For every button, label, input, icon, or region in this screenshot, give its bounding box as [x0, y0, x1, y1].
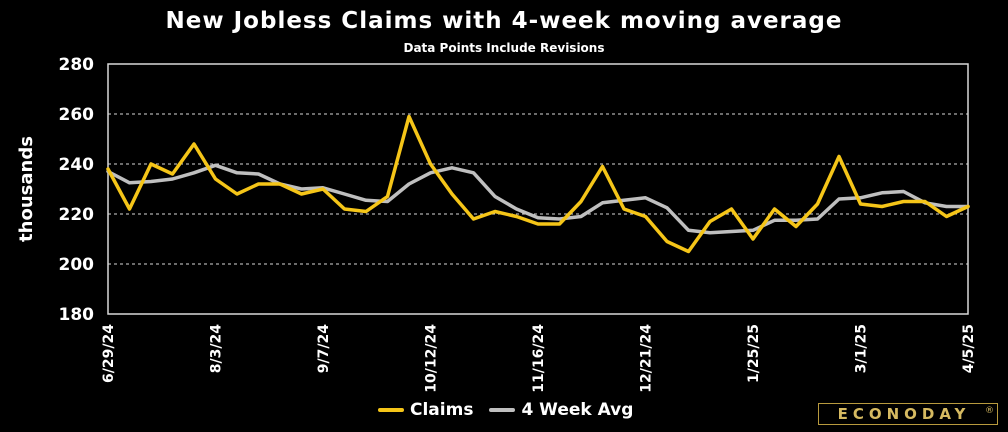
- y-tick-label: 180: [59, 305, 95, 325]
- series-line-4-week-avg: [106, 163, 970, 235]
- x-tick-label: 10/12/24: [424, 324, 440, 393]
- x-tick-label: 8/3/24: [209, 324, 225, 373]
- x-tick-label: 9/7/24: [316, 324, 332, 373]
- x-tick-label: 6/29/24: [101, 324, 117, 383]
- legend-item-claims[interactable]: Claims: [378, 400, 473, 420]
- x-tick-labels: 6/29/24 8/3/24 9/7/24 10/12/24 11/16/24 12/21…: [101, 324, 977, 393]
- logo-text: ECONODAY: [837, 405, 971, 423]
- econoday-logo: ECONODAY ®: [818, 403, 998, 425]
- x-tick-label: 3/1/25: [854, 324, 870, 373]
- y-tick-label: 260: [59, 105, 95, 125]
- series-layer: [106, 114, 970, 254]
- y-axis-label: thousands: [16, 136, 37, 242]
- y-tick-label: 240: [59, 155, 95, 175]
- legend-item-avg[interactable]: 4 Week Avg: [489, 400, 633, 420]
- legend-swatch-avg: [489, 408, 516, 412]
- x-tick-label: 4/5/25: [961, 324, 977, 373]
- legend-label-avg: 4 Week Avg: [521, 400, 634, 420]
- grid-lines: [108, 113, 968, 265]
- x-tick-label: 11/16/24: [531, 324, 547, 393]
- y-tick-label: 200: [59, 255, 95, 275]
- plot-frame: [107, 63, 969, 315]
- legend-swatch-claims: [378, 408, 404, 412]
- y-tick-label: 220: [59, 205, 95, 225]
- registered-mark-icon: ®: [985, 406, 994, 416]
- y-tick-labels: 180 200 220 240 260 280: [59, 55, 95, 325]
- legend-label-claims: Claims: [410, 400, 474, 420]
- y-tick-label: 280: [59, 55, 95, 75]
- chart-title: New Jobless Claims with 4-week moving av…: [165, 8, 843, 34]
- x-tick-label: 1/25/25: [746, 324, 762, 383]
- chart-plot: 180 200 220 240 260 280 6/29/24 8/3/24 9/7/24 10…: [16, 55, 977, 393]
- x-tick-label: 12/21/24: [639, 324, 655, 393]
- legend: Claims 4 Week Avg: [378, 398, 649, 422]
- series-line-claims: [106, 114, 970, 254]
- chart-subtitle: Data Points Include Revisions: [403, 41, 605, 55]
